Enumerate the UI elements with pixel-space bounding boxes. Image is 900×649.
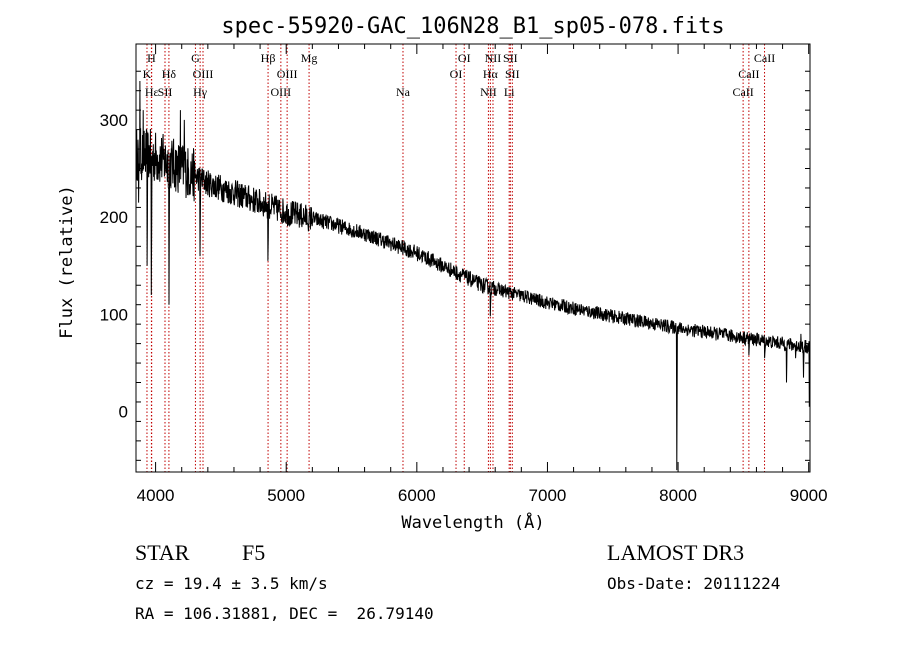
y-tick-label: 100 [100, 305, 128, 324]
line-label: CaII [754, 51, 775, 65]
y-tick-label: 0 [119, 403, 128, 422]
radial-velocity: cz = 19.4 ± 3.5 km/s [135, 574, 328, 593]
object-class: STAR [135, 540, 190, 565]
line-label: CaII [738, 67, 759, 81]
y-axis: 0 100 200 300 [100, 70, 810, 461]
observation-date: Obs-Date: 20111224 [607, 574, 781, 593]
line-label: Hβ [261, 51, 276, 65]
x-axis-label: Wavelength (Å) [401, 511, 544, 533]
x-axis: 4000 5000 6000 7000 8000 9000 [137, 44, 828, 505]
line-label: OIII [193, 67, 214, 81]
x-tick-label: 7000 [529, 486, 567, 505]
line-label: Hε [145, 85, 159, 99]
spectrum-line [135, 80, 810, 471]
plot-frame [135, 43, 811, 473]
line-label: CaII [732, 85, 753, 99]
line-label: Hα [483, 67, 499, 81]
line-label: OIII [277, 67, 298, 81]
line-label: Mg [301, 51, 318, 65]
line-label: Na [396, 85, 411, 99]
x-tick-label: 5000 [267, 486, 305, 505]
line-label: SII [503, 51, 518, 65]
line-label: OI [458, 51, 471, 65]
line-label: SII [505, 67, 520, 81]
line-label: Hγ [193, 85, 208, 99]
line-label: NII [485, 51, 502, 65]
y-tick-label: 200 [100, 208, 128, 227]
chart-title: spec-55920-GAC_106N28_B1_sp05-078.fits [221, 14, 724, 39]
line-label: G [191, 51, 200, 65]
y-tick-label: 300 [100, 111, 128, 130]
x-tick-label: 9000 [790, 486, 828, 505]
spectral-subclass: F5 [242, 540, 266, 565]
coordinates: RA = 106.31881, DEC = 26.79140 [135, 604, 434, 623]
x-tick-label: 6000 [398, 486, 436, 505]
y-axis-label: Flux (relative) [57, 185, 77, 339]
spectral-line-markers [146, 44, 766, 472]
x-tick-label: 8000 [659, 486, 697, 505]
line-label: OIII [271, 85, 292, 99]
line-label: SII [158, 85, 173, 99]
line-label: K [143, 67, 152, 81]
line-label: Hδ [162, 67, 177, 81]
line-label: NII [480, 85, 497, 99]
x-tick-label: 4000 [137, 486, 175, 505]
line-label: H [147, 51, 156, 65]
line-label: Li [504, 85, 515, 99]
line-label: OI [450, 67, 463, 81]
survey-name: LAMOST DR3 [607, 540, 745, 565]
